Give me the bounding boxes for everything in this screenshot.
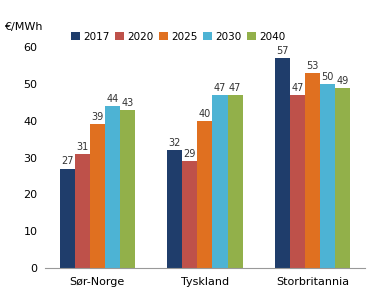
Bar [60,168,75,268]
Bar [275,58,290,268]
Text: 40: 40 [199,109,211,119]
Text: 31: 31 [76,142,88,152]
Bar [105,106,120,268]
Bar [227,95,243,268]
Text: 57: 57 [276,46,289,56]
Bar [90,125,105,268]
Y-axis label: €/MWh: €/MWh [0,303,1,304]
Bar [320,84,335,268]
Legend: 2017, 2020, 2025, 2030, 2040: 2017, 2020, 2025, 2030, 2040 [71,32,285,42]
Text: 49: 49 [337,76,349,86]
Bar [335,88,350,268]
Text: 47: 47 [291,83,304,93]
Bar [212,95,227,268]
Text: 32: 32 [168,138,181,148]
Text: 27: 27 [61,156,73,166]
Text: 44: 44 [106,94,118,104]
Text: 47: 47 [229,83,241,93]
Bar [305,73,320,268]
Bar [167,150,182,268]
Text: 39: 39 [91,112,103,122]
Text: 47: 47 [214,83,226,93]
Bar [182,161,197,268]
Bar [120,110,135,268]
Bar [290,95,305,268]
Text: 53: 53 [306,61,319,71]
Bar [197,121,212,268]
Text: 29: 29 [183,149,196,159]
Text: 43: 43 [121,98,133,108]
Bar [75,154,90,268]
Text: €/MWh: €/MWh [4,22,42,32]
Text: 50: 50 [321,72,334,82]
